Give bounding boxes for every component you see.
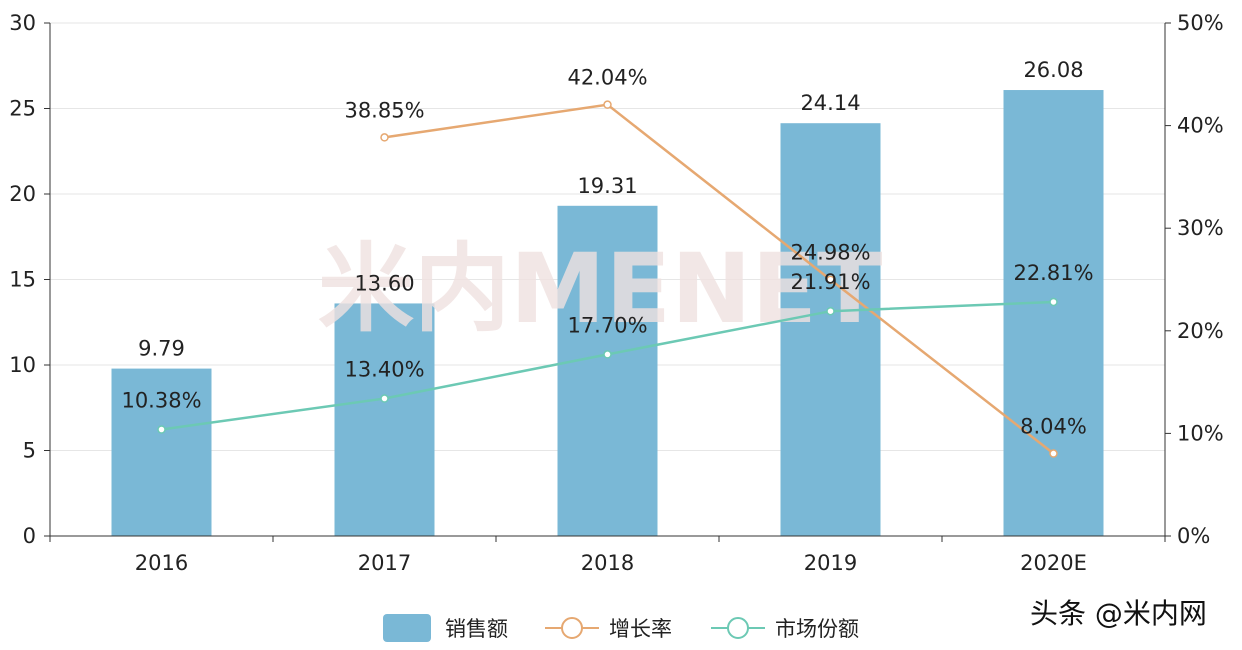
- x-tick-label: 2017: [358, 551, 411, 575]
- watermark: 米内MENET: [318, 233, 883, 345]
- left-tick-label: 10: [9, 353, 36, 377]
- right-tick-label: 50%: [1177, 11, 1224, 35]
- bar: [111, 368, 212, 536]
- series-point: [1049, 297, 1058, 307]
- right-tick-label: 20%: [1177, 319, 1224, 343]
- series-point: [380, 133, 389, 142]
- legend-swatch-bar: [383, 614, 431, 642]
- credit-text: 头条 @米内网: [1030, 597, 1207, 630]
- bar: [780, 123, 881, 537]
- bar-value-label: 9.79: [138, 337, 185, 361]
- series-point: [826, 275, 835, 284]
- x-tick-label: 2018: [581, 551, 634, 575]
- line-value-label: 13.40%: [344, 358, 424, 382]
- bar: [557, 205, 658, 536]
- data-labels: 9.79 13.60 19.31 24.14 26.08 38.85% 42.04% 24.9…: [121, 58, 1093, 438]
- bar-value-label: 24.14: [800, 91, 860, 115]
- left-tick-label: 5: [23, 439, 36, 463]
- line-value-label: 38.85%: [344, 98, 424, 122]
- bar: [334, 303, 435, 536]
- axes: 0 5 10 15 20 25 30 0% 10% 20% 30% 40% 50% 2016 2017 201…: [9, 11, 1223, 575]
- left-tick-label: 15: [9, 268, 36, 292]
- left-tick-label: 20: [9, 182, 36, 206]
- right-tick-label: 30%: [1177, 216, 1224, 240]
- bar-value-label: 19.31: [577, 174, 637, 198]
- right-tick-label: 40%: [1177, 114, 1224, 138]
- lines: [157, 100, 1058, 458]
- x-tick-label: 2020E: [1020, 551, 1087, 575]
- line-value-label: 17.70%: [567, 313, 647, 337]
- right-tick-label: 0%: [1177, 524, 1210, 548]
- series-line: [384, 103, 1055, 455]
- x-tick-label: 2016: [135, 551, 188, 575]
- bars: [111, 90, 1104, 537]
- legend-swatch-marker: [561, 617, 583, 639]
- line-value-label: 21.91%: [790, 270, 870, 294]
- series-point: [603, 100, 612, 109]
- legend-label: 增长率: [609, 617, 672, 641]
- series-point: [826, 306, 835, 316]
- line-value-label: 10.38%: [121, 389, 201, 413]
- right-tick-label: 10%: [1177, 421, 1224, 445]
- left-tick-label: 25: [9, 97, 36, 121]
- bar-value-label: 13.60: [354, 271, 414, 295]
- legend: 销售额 增长率 市场份额: [383, 614, 859, 642]
- left-tick-label: 0: [23, 524, 36, 548]
- line-value-label: 22.81%: [1013, 261, 1093, 285]
- bar-value-label: 26.08: [1023, 58, 1083, 82]
- legend-label: 市场份额: [775, 617, 859, 641]
- series-point: [1049, 449, 1058, 458]
- series-point: [380, 394, 389, 403]
- legend-swatch-marker: [727, 617, 749, 639]
- bar: [1003, 90, 1104, 537]
- legend-label: 销售额: [445, 617, 508, 641]
- line-value-label: 24.98%: [790, 241, 870, 265]
- series-point: [157, 425, 166, 434]
- series-point: [603, 350, 612, 359]
- line-value-label: 8.04%: [1020, 415, 1087, 439]
- left-tick-label: 30: [9, 11, 36, 35]
- x-tick-label: 2019: [804, 551, 857, 575]
- line-value-label: 42.04%: [567, 66, 647, 90]
